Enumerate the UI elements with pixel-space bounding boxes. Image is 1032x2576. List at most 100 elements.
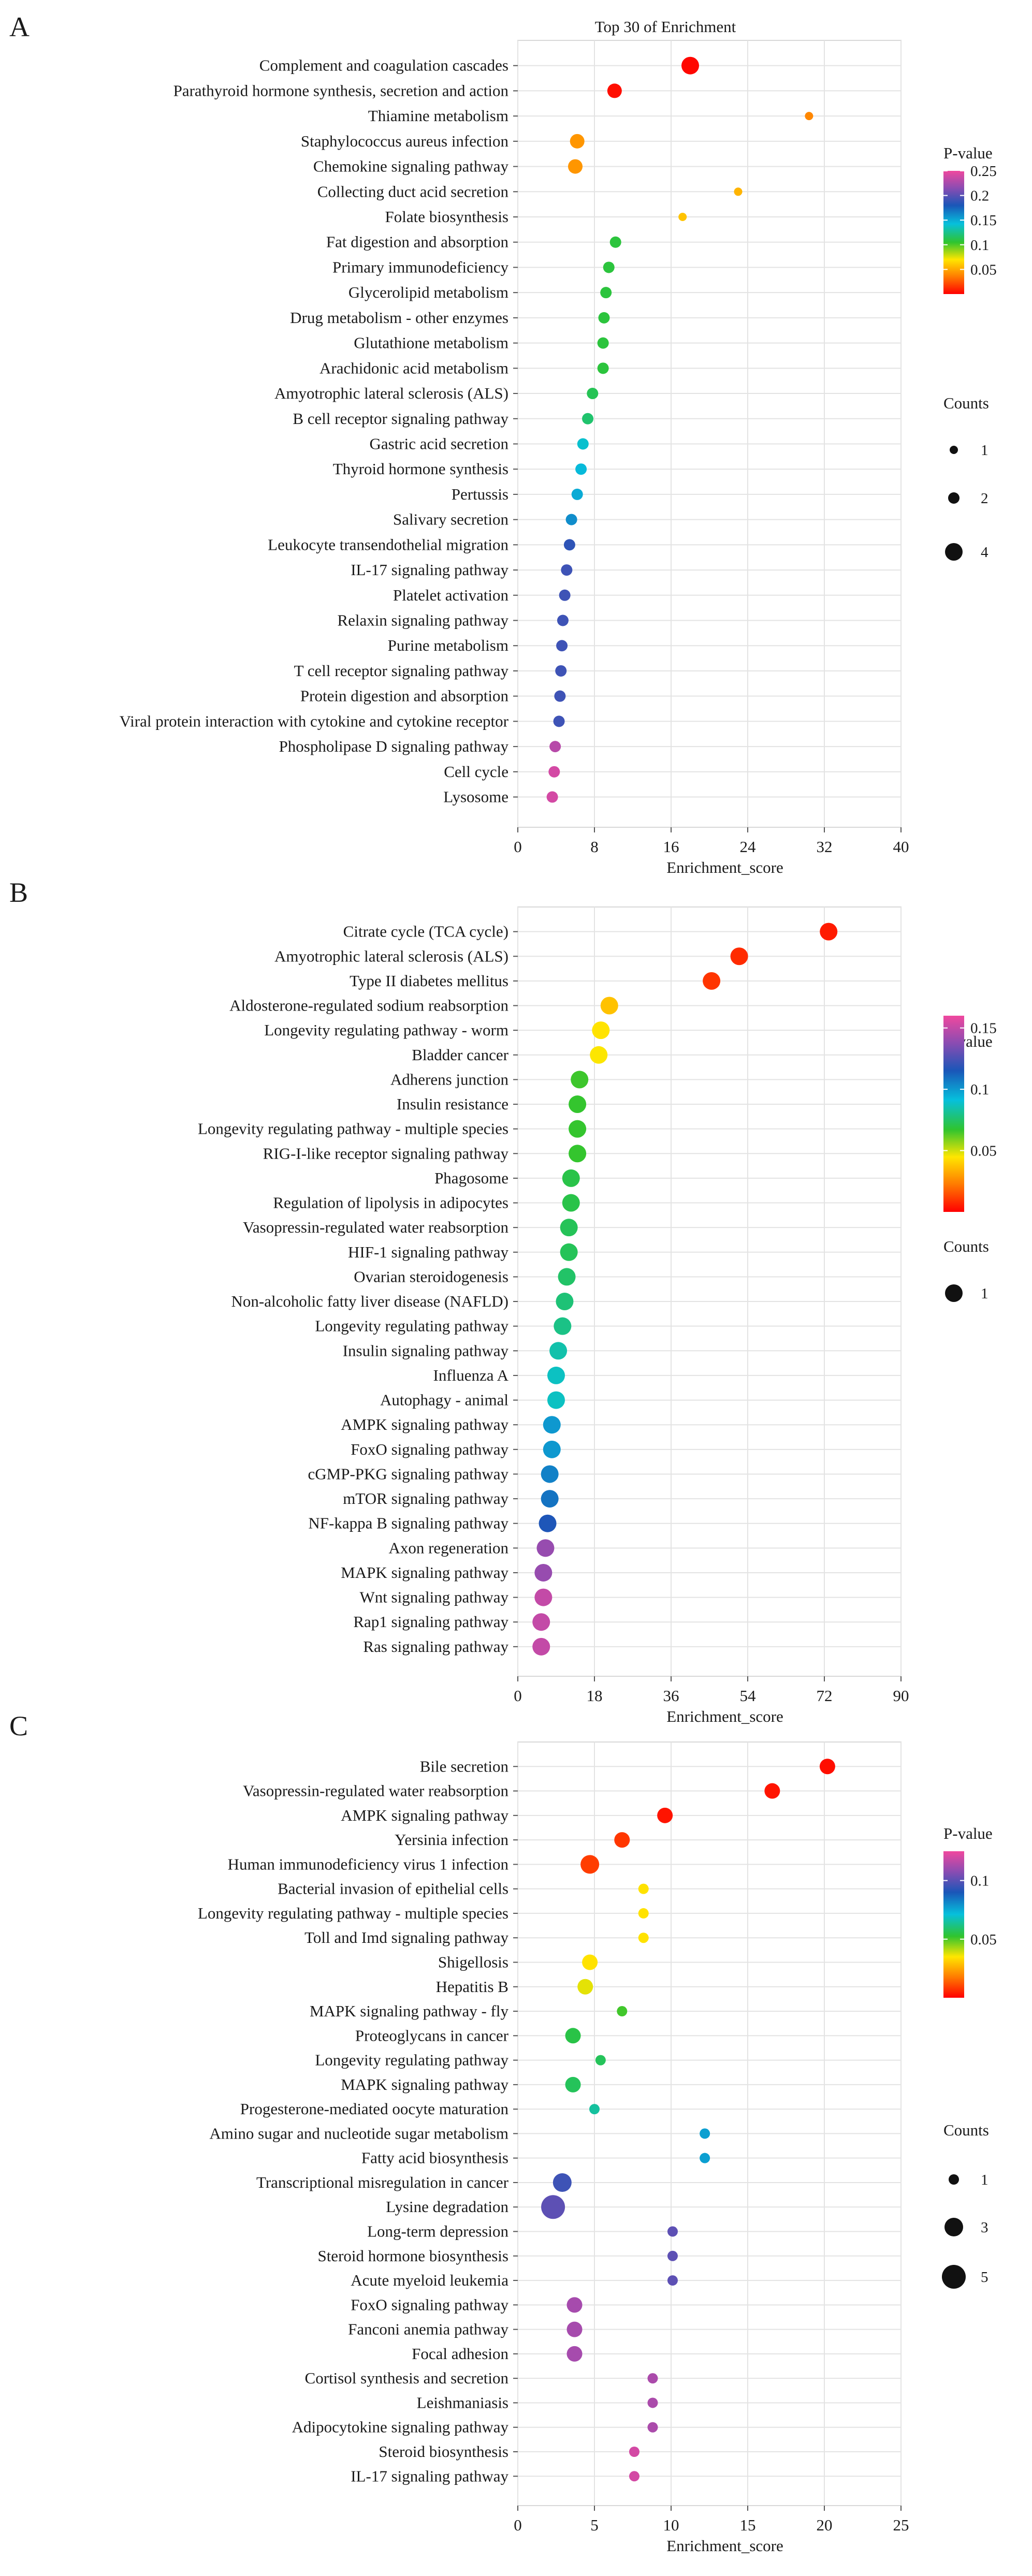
data-point — [607, 83, 622, 98]
term-label: Purine metabolism — [388, 636, 508, 654]
term-label: Lysosome — [443, 788, 508, 806]
term-label: HIF-1 signaling pathway — [348, 1243, 508, 1261]
term-label: Ovarian steroidogenesis — [354, 1267, 508, 1285]
x-tick-label: 20 — [817, 2516, 833, 2534]
term-label: Fanconi anemia pathway — [348, 2320, 508, 2338]
data-point — [569, 1095, 587, 1114]
data-point — [703, 972, 721, 990]
data-point — [569, 1120, 587, 1138]
term-label: T cell receptor signaling pathway — [294, 662, 509, 680]
counts-legend-title: Counts — [943, 1237, 989, 1255]
term-label: MAPK signaling pathway — [341, 1563, 508, 1582]
term-label: Bacterial invasion of epithelial cells — [278, 1880, 508, 1898]
term-label: Folate biosynthesis — [385, 208, 508, 226]
term-label: Bladder cancer — [412, 1046, 508, 1064]
data-point — [555, 665, 567, 677]
x-tick-label: 36 — [663, 1687, 679, 1705]
data-point — [730, 947, 748, 965]
term-label: Longevity regulating pathway - worm — [264, 1021, 508, 1039]
data-point — [558, 1268, 576, 1286]
data-point — [556, 640, 568, 652]
data-point — [577, 1979, 593, 1995]
data-point — [609, 236, 621, 248]
term-label: Fat digestion and absorption — [326, 233, 509, 251]
term-label: Cell cycle — [444, 763, 508, 781]
term-label: B cell receptor signaling pathway — [293, 409, 508, 428]
data-point — [541, 1465, 559, 1483]
data-point — [600, 997, 618, 1015]
data-point — [532, 1637, 550, 1656]
counts-legend-label: 1 — [981, 1285, 989, 1302]
x-tick-label: 18 — [587, 1687, 603, 1705]
counts-legend-dot — [950, 446, 958, 454]
data-point — [543, 1440, 561, 1458]
term-label: Amino sugar and nucleotide sugar metabol… — [209, 2124, 508, 2142]
term-label: Longevity regulating pathway — [315, 2051, 508, 2069]
term-label: Vasopressin-regulated water reabsorption — [243, 1782, 509, 1800]
term-label: IL-17 signaling pathway — [351, 561, 508, 579]
term-label: Platelet activation — [393, 586, 508, 604]
term-label: Insulin signaling pathway — [343, 1341, 509, 1359]
term-label: Toll and Imd signaling pathway — [304, 1928, 508, 1946]
term-label: AMPK signaling pathway — [341, 1415, 508, 1433]
chart-title: Top 30 of Enrichment — [595, 18, 736, 36]
term-label: Glutathione metabolism — [354, 334, 508, 352]
data-point — [577, 438, 589, 450]
data-point — [734, 187, 743, 196]
counts-legend-title: Counts — [943, 394, 989, 412]
term-label: Parathyroid hormone synthesis, secretion… — [173, 81, 509, 99]
data-point — [681, 56, 699, 75]
term-label: Transcriptional misregulation in cancer — [256, 2173, 509, 2191]
plot-frame — [517, 1741, 902, 2506]
data-point — [570, 134, 585, 149]
data-point — [595, 2055, 606, 2066]
term-label: Longevity regulating pathway - multiple … — [198, 1120, 508, 1138]
data-point — [667, 2226, 678, 2237]
data-point — [647, 2373, 658, 2384]
data-point — [548, 766, 560, 778]
term-label: cGMP-PKG signaling pathway — [308, 1465, 509, 1483]
data-point — [571, 488, 583, 500]
x-axis-title: Enrichment_score — [666, 2537, 783, 2555]
term-label: Proteoglycans in cancer — [355, 2026, 509, 2044]
term-label: Phospholipase D signaling pathway — [279, 737, 509, 755]
data-point — [638, 1883, 649, 1894]
data-point — [543, 1416, 561, 1434]
term-label: IL-17 signaling pathway — [351, 2467, 508, 2485]
data-point — [678, 213, 687, 222]
term-label: Primary immunodeficiency — [332, 258, 509, 276]
term-label: Long-term depression — [367, 2222, 508, 2241]
data-point — [647, 2397, 658, 2408]
term-label: RIG-I-like receptor signaling pathway — [263, 1144, 509, 1162]
term-label: Cortisol synthesis and secretion — [305, 2369, 509, 2387]
term-label: Yersinia infection — [395, 1831, 508, 1849]
term-label: MAPK signaling pathway — [341, 2075, 508, 2094]
data-point — [819, 1759, 835, 1775]
term-label: FoxO signaling pathway — [351, 1440, 508, 1458]
data-point — [597, 362, 609, 374]
data-point — [617, 2006, 628, 2017]
counts-legend-label: 1 — [981, 2172, 989, 2188]
data-point — [547, 1391, 565, 1409]
term-label: Phagosome — [434, 1169, 508, 1187]
pvalue-colorbar — [943, 1016, 964, 1212]
x-tick-label: 5 — [590, 2516, 599, 2534]
term-label: Pertussis — [452, 485, 508, 503]
data-point — [582, 413, 594, 425]
data-point — [534, 1563, 553, 1582]
term-label: Gastric acid secretion — [369, 434, 508, 452]
term-label: Lysine degradation — [386, 2198, 508, 2216]
colorbar-tick-label: 0.15 — [970, 212, 997, 229]
x-tick-label: 15 — [740, 2516, 756, 2534]
data-point — [536, 1539, 555, 1557]
pvalue-legend-title: P-value — [943, 1824, 993, 1842]
counts-legend-label: 4 — [981, 544, 989, 561]
term-label: Wnt signaling pathway — [359, 1588, 508, 1606]
term-label: FoxO signaling pathway — [351, 2295, 508, 2314]
x-tick-label: 72 — [817, 1687, 833, 1705]
x-tick-label: 0 — [514, 838, 522, 856]
term-label: Ras signaling pathway — [363, 1637, 508, 1656]
data-point — [547, 1366, 565, 1384]
